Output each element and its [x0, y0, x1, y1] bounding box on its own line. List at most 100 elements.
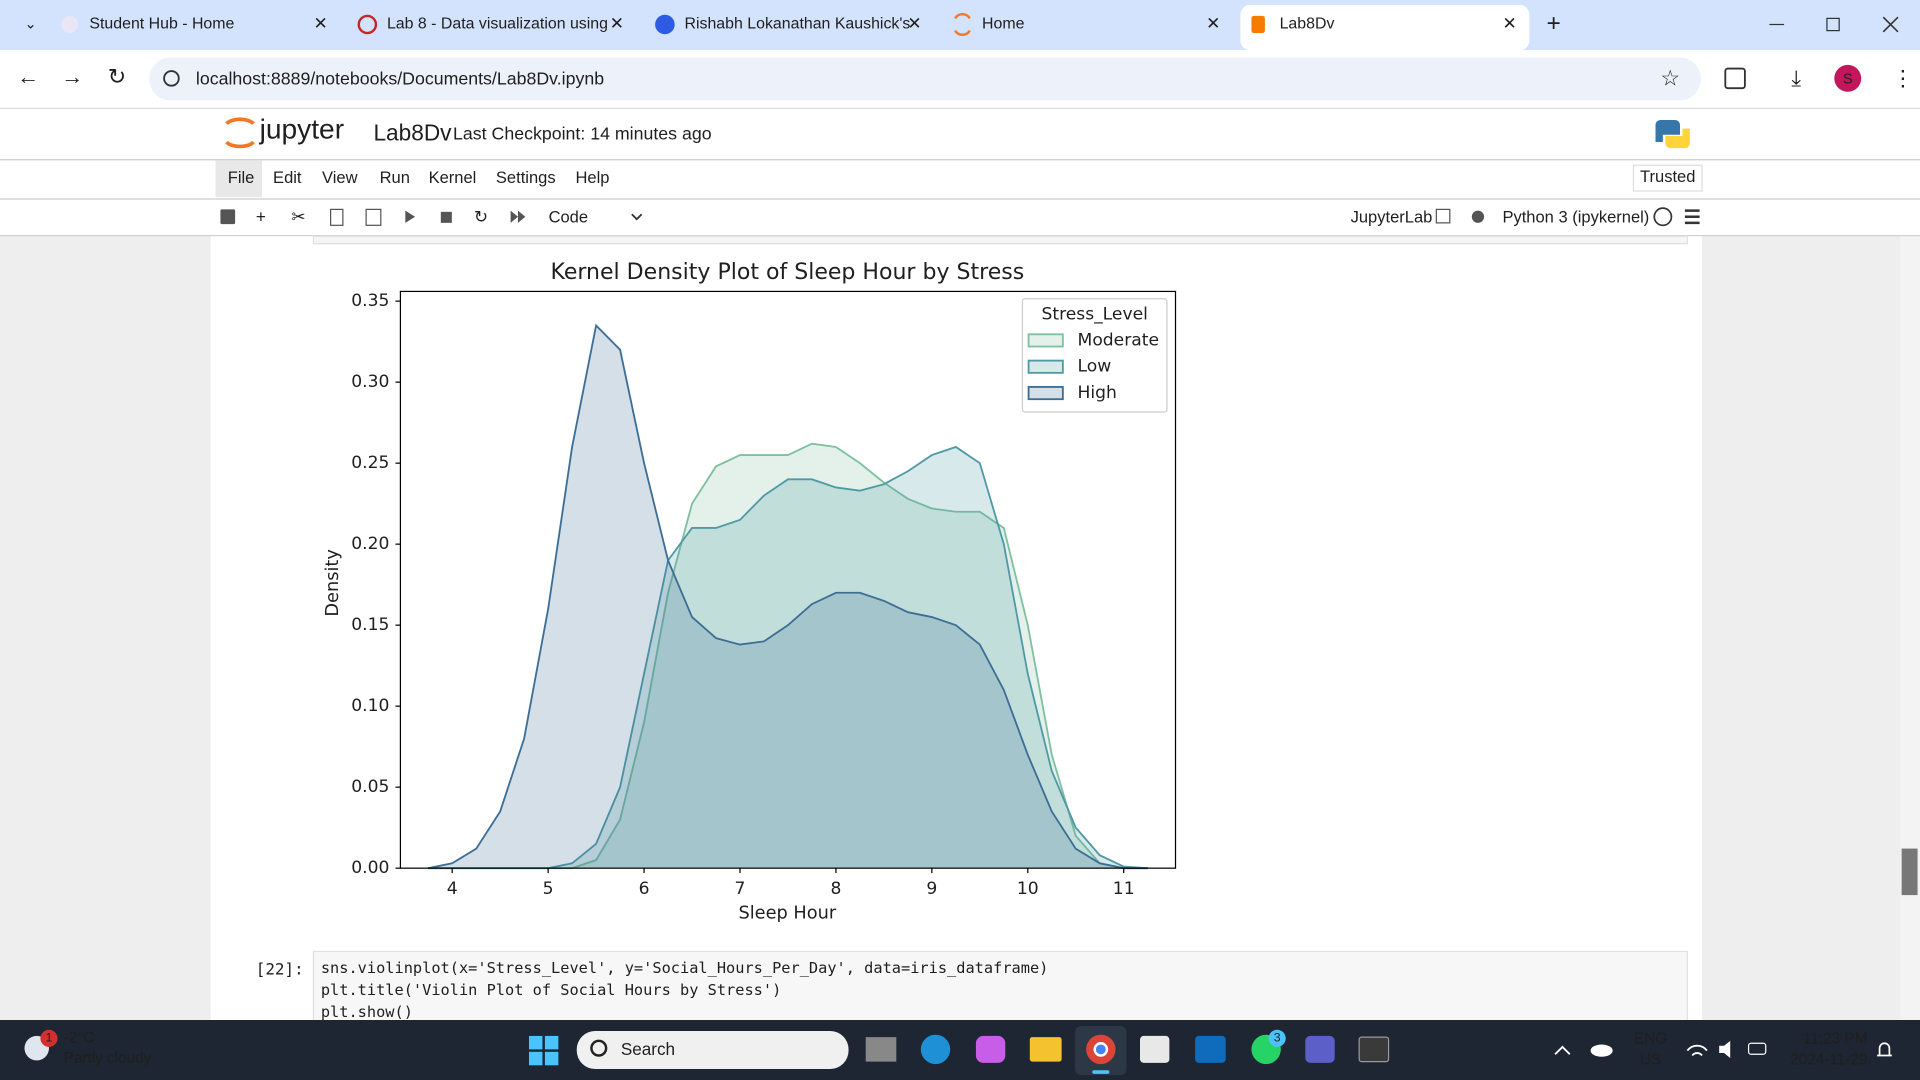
toc-toggle[interactable]	[1684, 209, 1700, 225]
tab-close[interactable]: ✕	[610, 13, 624, 33]
open-jupyterlab[interactable]: JupyterLab	[1351, 207, 1433, 226]
menu-item[interactable]: Kernel	[429, 168, 477, 187]
start-tile	[528, 1035, 543, 1050]
cell-type-select[interactable]: Code	[549, 207, 588, 226]
menu-item[interactable]: Run	[380, 168, 410, 187]
insert-cell[interactable]: +	[256, 206, 266, 226]
weather-badge	[40, 1029, 58, 1047]
tab-title[interactable]: Lab8Dv	[1280, 16, 1335, 33]
browser-menu[interactable]: ⋮	[1892, 65, 1914, 90]
restart-run-all[interactable]	[510, 210, 526, 223]
interrupt[interactable]	[440, 211, 452, 223]
trusted[interactable]: Trusted	[1640, 167, 1695, 186]
notebook-name[interactable]: Lab8Dv	[373, 120, 452, 146]
jupyter-logo[interactable]	[225, 117, 255, 149]
x-tick-label: 9	[926, 879, 937, 899]
notebook-panel	[210, 236, 1703, 1020]
wifi[interactable]	[1686, 1044, 1708, 1057]
app-edge[interactable]	[920, 1034, 951, 1065]
app-teams[interactable]	[1305, 1035, 1335, 1063]
downloads[interactable]: ⤓	[1791, 65, 1801, 90]
app-copilot[interactable]	[975, 1035, 1006, 1063]
scrollbar-thumb[interactable]	[1901, 848, 1918, 896]
tab-close[interactable]: ✕	[1206, 13, 1220, 33]
profile[interactable]	[1834, 64, 1862, 92]
tab-icon	[357, 14, 378, 35]
tab-icon	[61, 15, 79, 34]
forward[interactable]: →	[61, 64, 83, 89]
app-explorer[interactable]	[1029, 1037, 1062, 1062]
density-area	[428, 446, 1148, 869]
tab-title[interactable]: Student Hub - Home	[89, 16, 234, 33]
external-icon	[1435, 208, 1451, 224]
tray-overflow[interactable]	[1554, 1045, 1571, 1055]
tab-title[interactable]: Home	[982, 16, 1025, 33]
menu-item[interactable]: Help	[576, 168, 610, 187]
bookmark-star[interactable]: ☆	[1660, 65, 1680, 90]
x-tick-label: 4	[447, 879, 458, 899]
tab-list-button[interactable]: ⌄	[24, 16, 36, 32]
restart[interactable]: ↻	[474, 206, 488, 226]
close-window[interactable]	[1882, 16, 1899, 33]
x-tick-label: 10	[1017, 879, 1039, 899]
app-outlook[interactable]	[1195, 1035, 1226, 1063]
region[interactable]: US	[1640, 1051, 1661, 1068]
chart-title: Kernel Density Plot of Sleep Hour by Str…	[550, 260, 1024, 285]
site-info[interactable]	[163, 70, 180, 87]
y-tick-label: 0.05	[351, 777, 389, 797]
debugger[interactable]	[1471, 210, 1485, 223]
start-button[interactable]	[528, 1035, 559, 1066]
battery[interactable]	[1747, 1042, 1767, 1055]
density-area	[428, 443, 1148, 869]
trusted-box[interactable]	[1632, 164, 1703, 192]
notebook-toolbar: + ✂ ↻	[220, 206, 526, 226]
tab-strip	[0, 0, 1920, 51]
scrollbar[interactable]	[1900, 236, 1920, 1020]
tab-title[interactable]: Rishabh Lokanathan Kaushick's	[684, 16, 910, 33]
menu-item[interactable]: Settings	[496, 168, 556, 187]
y-tick-label: 0.00	[351, 858, 389, 878]
cut[interactable]: ✂	[291, 206, 305, 226]
url[interactable]: localhost:8889/notebooks/Documents/Lab8D…	[196, 68, 604, 88]
menu-item[interactable]: Edit	[273, 168, 302, 187]
new-tab[interactable]: +	[1547, 10, 1561, 37]
onedrive[interactable]	[1590, 1044, 1613, 1057]
start-tile	[544, 1035, 559, 1050]
restore[interactable]	[1826, 17, 1840, 32]
reload[interactable]: ↻	[108, 64, 126, 89]
task-view[interactable]	[865, 1037, 897, 1062]
search-box[interactable]	[576, 1031, 849, 1069]
volume[interactable]	[1719, 1040, 1731, 1058]
save[interactable]	[220, 209, 236, 225]
tab-title[interactable]: Lab 8 - Data visualization using	[387, 16, 608, 33]
language[interactable]: ENG	[1634, 1031, 1667, 1048]
tab-icon	[655, 14, 675, 35]
kernel-name[interactable]: Python 3 (ipykernel)	[1502, 207, 1649, 226]
extensions[interactable]	[1724, 67, 1746, 90]
back[interactable]: ←	[17, 64, 39, 89]
clock-time[interactable]: 11:23 PM	[1803, 1031, 1867, 1048]
run[interactable]	[405, 210, 416, 223]
legend-label: Moderate	[1078, 330, 1159, 350]
legend-label: High	[1078, 383, 1117, 403]
app-store[interactable]	[1140, 1035, 1170, 1063]
legend-box	[1021, 298, 1168, 413]
y-tick-label: 0.20	[351, 534, 389, 554]
jupyter-wordmark[interactable]: jupyter	[259, 113, 345, 144]
copy[interactable]	[330, 208, 344, 226]
app-terminal[interactable]	[1358, 1036, 1390, 1063]
omnibox[interactable]	[149, 57, 1701, 101]
tab-close[interactable]: ✕	[313, 13, 327, 33]
notifications[interactable]	[1877, 1042, 1892, 1057]
clock-date[interactable]: 2024-11-29	[1790, 1051, 1867, 1068]
active-tab[interactable]	[1240, 4, 1530, 51]
dropdown-caret[interactable]	[631, 213, 643, 221]
menu-item[interactable]: View	[322, 168, 358, 187]
start-tile	[544, 1051, 559, 1066]
tab-close[interactable]: ✕	[1502, 13, 1516, 33]
tab-close[interactable]: ✕	[907, 13, 921, 33]
paste[interactable]	[365, 208, 382, 226]
search-placeholder[interactable]: Search	[621, 1039, 675, 1059]
menu-item[interactable]: File	[228, 168, 255, 187]
